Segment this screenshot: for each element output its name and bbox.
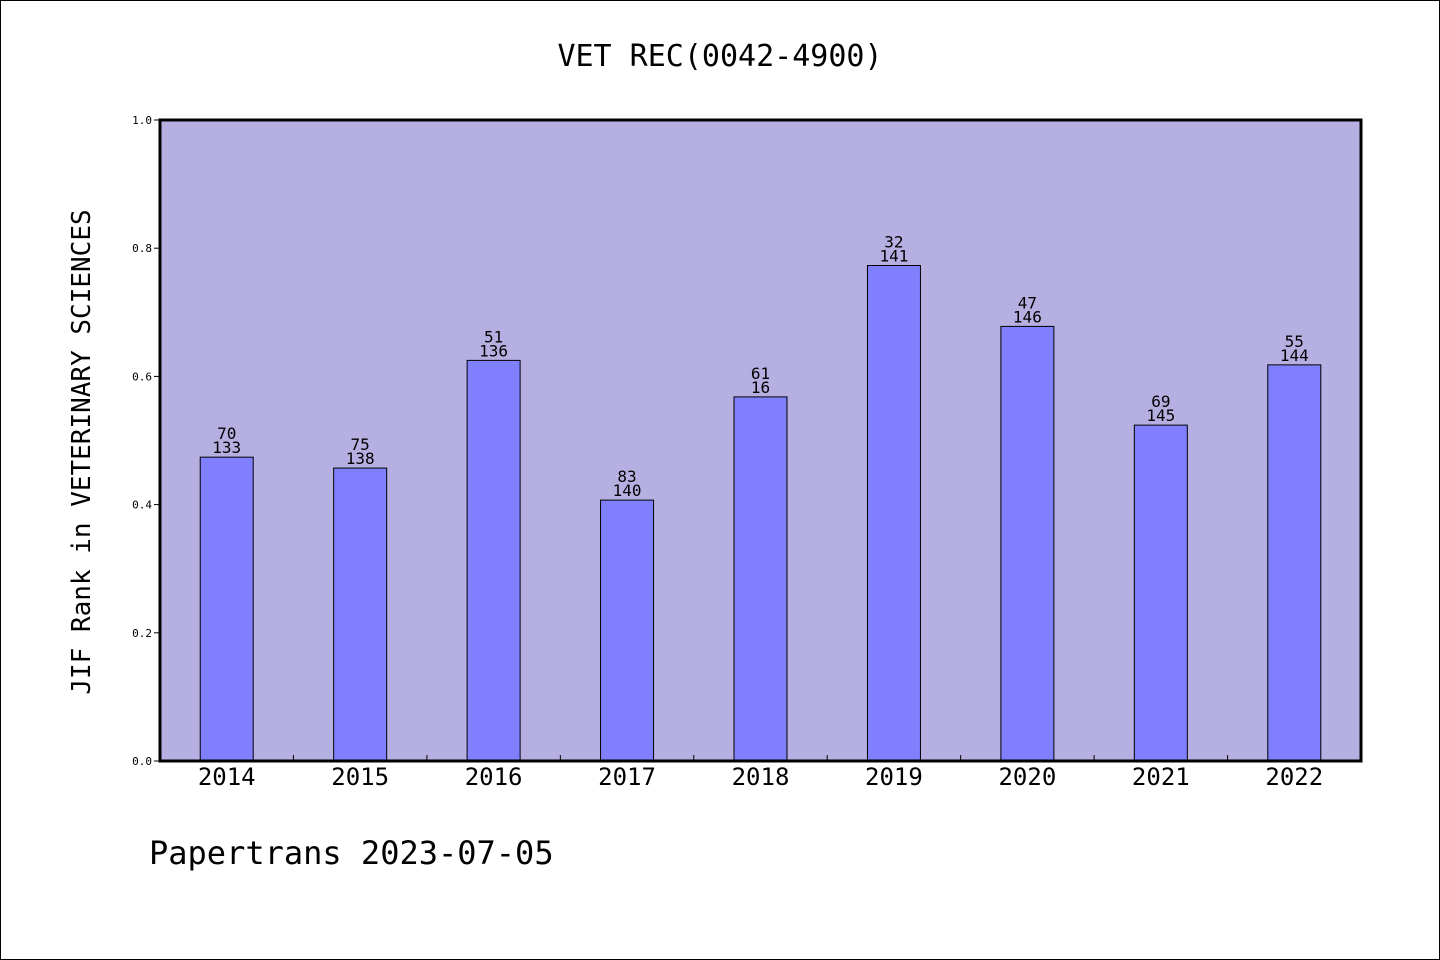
bar-rank-label: 32 [884,233,903,252]
x-tick-label: 2017 [598,763,656,791]
y-tick-label: 0.6 [132,370,152,383]
plot-border [158,118,1363,763]
y-tick-label: 0.4 [132,499,152,512]
bar-rank-label: 70 [217,424,236,443]
bar-2016 [466,359,521,762]
x-tick-label: 2020 [998,763,1056,791]
x-tick-label: 2022 [1265,763,1323,791]
x-axis-ticks: 2014 2015 2016 2017 2018 2019 2020 2021 2022 [198,755,1323,791]
x-tick-label: 2021 [1132,763,1190,791]
y-axis-label: JIF Rank in VETERINARY SCIENCES [67,209,97,694]
x-tick-label: 2018 [732,763,790,791]
bar-2017 [600,499,655,762]
bar-2018 [733,396,788,762]
bar-2021 [1133,424,1188,762]
y-tick-label: 0.2 [132,627,152,640]
bar-rank-label: 51 [484,327,503,346]
y-tick-label: 0.0 [132,755,152,768]
bar-total-label: 138 [346,449,375,468]
bar-total-label: 141 [879,247,908,266]
bar-rank-label: 69 [1151,392,1170,411]
y-tick-label: 0.8 [132,242,152,255]
bar-total-label: 16 [751,378,770,397]
bar-total-label: 144 [1280,346,1309,365]
bar-rank-label: 47 [1018,293,1037,312]
x-tick-label: 2016 [465,763,523,791]
y-tick-label: 1.0 [132,114,152,127]
bar-total-label: 140 [613,481,642,500]
x-tick-label: 2014 [198,763,256,791]
bar-rank-label: 55 [1285,332,1304,351]
bar-2014 [199,456,254,762]
bars-group [199,265,1322,762]
bar-total-label: 145 [1146,406,1175,425]
bar-total-label: 133 [212,438,241,457]
bar-total-label: 136 [479,341,508,360]
bar-rank-label: 75 [351,435,370,454]
x-tick-label: 2019 [865,763,923,791]
bar-total-label: 146 [1013,307,1042,326]
bar-rank-label: 61 [751,364,770,383]
y-axis-ticks: 0.0 0.2 0.4 0.6 0.8 1.0 [132,114,160,768]
bar-2022 [1267,364,1322,762]
footer-text: Papertrans 2023-07-05 [149,834,554,872]
bar-2015 [333,467,388,762]
bar-rank-label: 83 [617,467,636,486]
chart-title: VET REC(0042-4900) [557,39,882,74]
bar-2020 [1000,325,1055,762]
bar-2019 [866,265,921,762]
x-tick-label: 2015 [331,763,389,791]
